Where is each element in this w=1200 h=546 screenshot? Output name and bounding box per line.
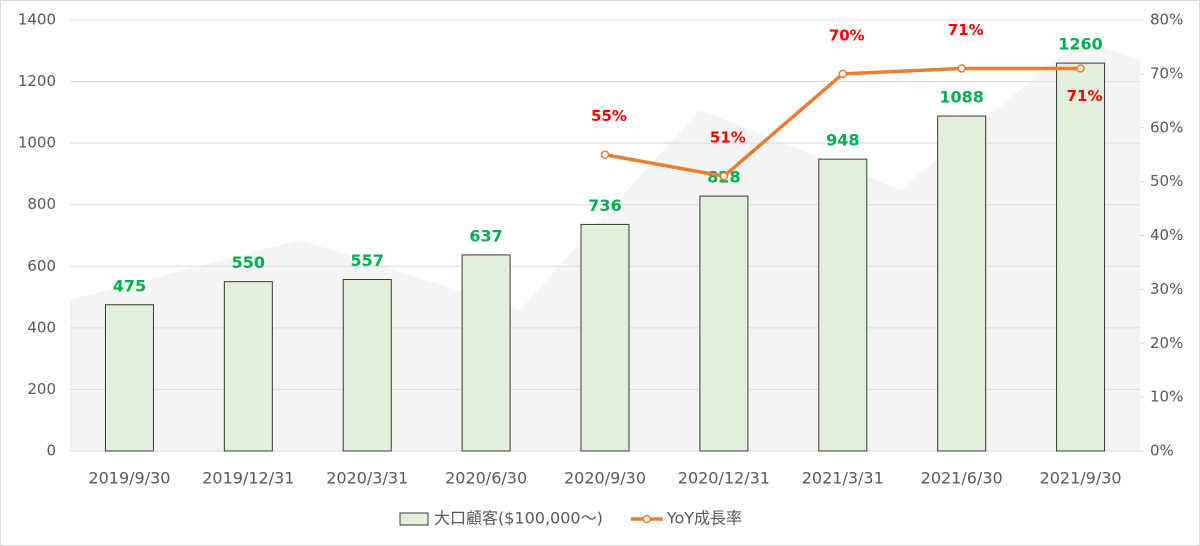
y2-tick-label: 0% — [1150, 442, 1174, 460]
line-label: 71% — [1067, 87, 1103, 105]
line-marker — [600, 150, 610, 159]
y-tick-label: 1000 — [18, 134, 56, 152]
y2-tick-label: 80% — [1150, 11, 1183, 29]
line-label: 51% — [710, 129, 746, 147]
y-tick-label: 1200 — [18, 72, 56, 90]
line-marker — [957, 64, 966, 73]
bar-label: 736 — [588, 196, 621, 215]
x-tick-label: 2019/12/31 — [202, 469, 294, 488]
y-tick-label: 0 — [46, 442, 56, 460]
bar — [580, 223, 630, 452]
legend-swatch — [399, 512, 429, 526]
y2-tick-label: 30% — [1150, 280, 1183, 298]
line-marker — [1076, 64, 1085, 73]
bar — [342, 279, 392, 452]
y-tick-label: 200 — [27, 380, 56, 398]
y-tick-label: 400 — [27, 318, 56, 336]
x-tick-label: 2021/9/30 — [1040, 469, 1122, 488]
bar-label: 475 — [113, 276, 146, 295]
x-tick-label: 2021/3/31 — [802, 469, 884, 488]
bar-label: 557 — [351, 251, 384, 270]
bar-label: 637 — [469, 226, 502, 245]
bar-label: 550 — [232, 253, 265, 272]
bar — [104, 304, 154, 452]
x-tick-label: 2021/6/30 — [921, 469, 1003, 488]
x-tick-label: 2019/9/30 — [88, 469, 170, 488]
bar — [1056, 62, 1106, 452]
y2-tick-label: 60% — [1150, 118, 1183, 136]
line-marker — [719, 171, 729, 181]
x-tick-label: 2020/12/31 — [678, 469, 770, 488]
bar — [461, 254, 511, 452]
line-label: 70% — [829, 26, 865, 44]
y2-tick-label: 50% — [1150, 172, 1183, 190]
legend-label: YoY成長率 — [666, 509, 742, 528]
legend-label: 大口顧客($100,000～) — [434, 509, 603, 528]
bar-label: 1260 — [1058, 35, 1103, 54]
y-tick-label: 800 — [27, 195, 56, 213]
bar — [937, 115, 987, 452]
y2-tick-label: 70% — [1150, 64, 1183, 82]
bar-label: 948 — [826, 131, 859, 150]
y-tick-label: 1400 — [18, 11, 56, 29]
y-tick-label: 600 — [27, 257, 56, 275]
bar — [699, 195, 749, 452]
x-tick-label: 2020/6/30 — [445, 469, 527, 488]
line-label: 55% — [591, 107, 627, 125]
bar — [223, 281, 273, 452]
legend-swatch-marker — [642, 514, 652, 524]
line-label: 71% — [948, 21, 984, 39]
bar-label: 1088 — [939, 88, 984, 107]
bar — [818, 158, 868, 452]
line-marker — [838, 69, 848, 79]
y2-tick-label: 10% — [1150, 388, 1183, 406]
y2-tick-label: 40% — [1150, 226, 1183, 244]
x-tick-label: 2020/3/31 — [326, 469, 408, 488]
y2-tick-label: 20% — [1150, 334, 1183, 352]
x-tick-label: 2020/9/30 — [564, 469, 646, 488]
